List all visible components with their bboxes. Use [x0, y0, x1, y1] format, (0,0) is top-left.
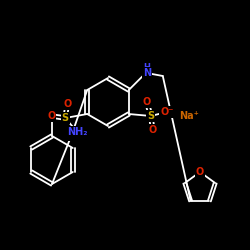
- Text: N: N: [68, 130, 76, 140]
- Text: O: O: [47, 111, 55, 121]
- Text: H: H: [143, 63, 150, 72]
- Text: NH₂: NH₂: [67, 127, 87, 137]
- Text: S: S: [62, 113, 69, 123]
- Text: O: O: [143, 97, 151, 107]
- Text: O: O: [149, 125, 157, 135]
- Text: Na⁺: Na⁺: [179, 111, 199, 121]
- Text: S: S: [147, 111, 154, 121]
- Text: O: O: [196, 167, 204, 177]
- Text: O: O: [63, 99, 71, 109]
- Text: O⁻: O⁻: [160, 107, 173, 117]
- Text: N: N: [143, 68, 151, 78]
